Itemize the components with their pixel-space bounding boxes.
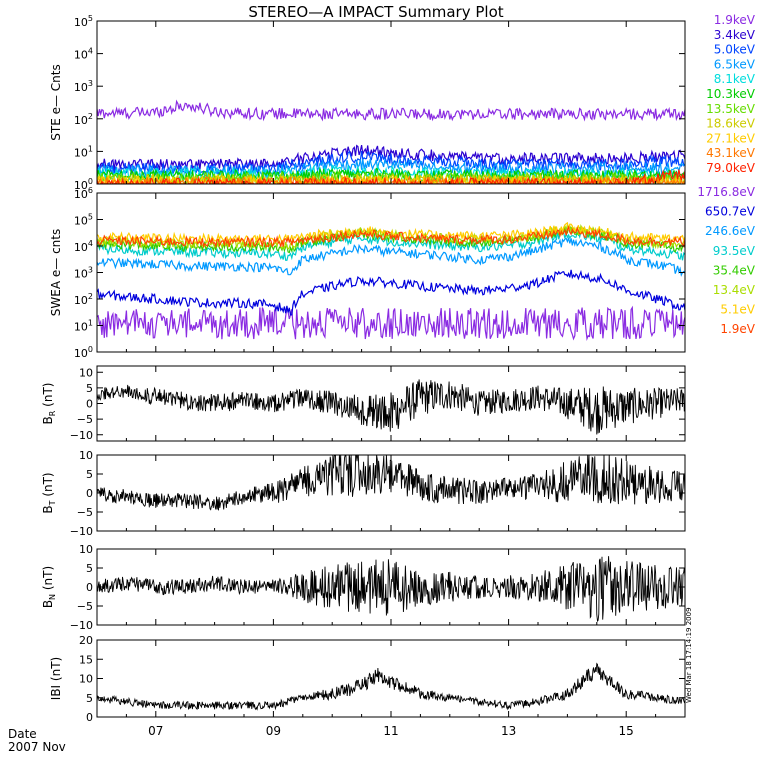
legend-650-7ev: 650.7eV: [705, 205, 756, 219]
legend-1-9ev: 1.9eV: [720, 322, 755, 336]
series-79-0kev: [97, 169, 685, 184]
date-label: Date: [8, 727, 37, 741]
panel-3: −10 −5 0 5 10 BR (nT): [41, 365, 686, 442]
legend-5-0kev: 5.0keV: [714, 43, 756, 57]
ytick-label: 105: [74, 14, 93, 29]
ytick-label: 105: [74, 213, 93, 228]
ylabel-panel-6: IBI (nT): [49, 657, 63, 700]
ytick-label: 101: [74, 144, 93, 159]
ylabel-panel-4: BT (nT): [41, 472, 57, 513]
ytick-label: −10: [70, 429, 93, 442]
legend-10-3kev: 10.3keV: [706, 87, 756, 101]
ytick-label: 10: [79, 673, 93, 686]
legend-1716-8ev: 1716.8eV: [697, 185, 755, 199]
panel-3-traces: [97, 379, 685, 435]
ytick-label: 5: [86, 382, 93, 395]
series-246-6ev: [97, 236, 685, 277]
series-1-9ev: [97, 225, 685, 249]
ytick-label: 100: [74, 177, 93, 192]
legend-13-5kev: 13.5keV: [706, 102, 756, 116]
ytick-label: 104: [74, 239, 93, 254]
panel-5-traces: [97, 556, 685, 623]
ylabel-panel-5: BN (nT): [41, 566, 57, 608]
ytick-label: 0: [86, 711, 93, 724]
panel-2-traces: [97, 221, 685, 341]
timestamp-label: Wed Mar 18 17:14:19 2009: [685, 607, 693, 703]
trace-panel-3: [97, 379, 685, 435]
legend-6-5kev: 6.5keV: [714, 57, 756, 71]
legend-43-1kev: 43.1keV: [706, 146, 756, 160]
ylabel-panel-2: SWEA e— cnts: [49, 229, 63, 316]
ytick-label: 0: [86, 581, 93, 594]
ytick-label: 5: [86, 692, 93, 705]
ytick-label: 10: [79, 449, 93, 462]
ytick-label: 10: [79, 543, 93, 556]
ytick-label: 0: [86, 398, 93, 411]
plot-title: STEREO—A IMPACT Summary Plot: [248, 3, 503, 21]
legend-8-1kev: 8.1keV: [714, 72, 756, 86]
ytick-label: 103: [74, 79, 93, 94]
legend-5-1ev: 5.1eV: [720, 303, 755, 317]
trace-panel-4: [97, 455, 685, 511]
trace-panel-6: [97, 662, 685, 711]
xtick-label: 13: [501, 724, 516, 738]
ytick-label: 5: [86, 562, 93, 575]
panel-2: 1716.8eV 650.7eV 246.6eV 93.5eV 35.4eV 13.4eV…: [49, 185, 756, 360]
ytick-label: 5: [86, 468, 93, 481]
legend-93-5ev: 93.5eV: [713, 244, 756, 258]
ytick-label: −5: [77, 413, 93, 426]
legend-3-4kev: 3.4keV: [714, 28, 756, 42]
legend-13-4ev: 13.4eV: [713, 283, 756, 297]
ytick-label: 104: [74, 47, 93, 62]
ytick-label: 20: [79, 634, 93, 647]
ytick-label: −10: [70, 525, 93, 538]
ytick-label: 106: [74, 186, 93, 201]
ytick-label: −5: [77, 506, 93, 519]
month-label: 2007 Nov: [8, 740, 66, 754]
legend-27-1kev: 27.1keV: [706, 131, 756, 145]
trace-panel-5: [97, 556, 685, 623]
ytick-label: −10: [70, 619, 93, 632]
ylabel-panel-1: STE e— Cnts: [49, 64, 63, 140]
ytick-label: 10: [79, 366, 93, 379]
ylabel-panel-3: BR (nT): [41, 383, 57, 425]
xtick-label: 11: [383, 724, 398, 738]
panel-frame-1: [96, 20, 686, 185]
legend-246-6ev: 246.6eV: [705, 224, 756, 238]
series-650-7ev: [97, 269, 685, 316]
panel-6-traces: [97, 662, 685, 711]
panel-1: 1.9keV3.4keV5.0keV6.5keV8.1keV10.3keV13.…: [49, 13, 756, 192]
legend-18-6kev: 18.6keV: [706, 117, 756, 131]
legend-35-4ev: 35.4eV: [713, 263, 756, 277]
series-1716-8ev: [97, 305, 685, 341]
legend-79-0kev: 79.0keV: [706, 161, 756, 175]
panel-frame-4: [96, 454, 686, 532]
xtick-label: 09: [266, 724, 281, 738]
legend-1-9kev: 1.9keV: [714, 13, 756, 27]
ytick-label: 101: [74, 319, 93, 334]
panel-1-traces: [97, 99, 685, 184]
ytick-label: 100: [74, 345, 93, 360]
panel-4: −10 −5 0 5 10 BT (nT): [41, 449, 686, 538]
series-1-9kev: [97, 99, 685, 122]
ytick-label: 0: [86, 487, 93, 500]
panel-5: −10 −5 0 5 10 BN (nT): [41, 543, 686, 632]
ytick-label: 102: [74, 112, 93, 127]
series-93-5ev: [97, 229, 685, 261]
ytick-label: 102: [74, 292, 93, 307]
ytick-label: 103: [74, 266, 93, 281]
ytick-label: 15: [79, 653, 93, 666]
panel-4-traces: [97, 455, 685, 511]
ytick-label: −5: [77, 600, 93, 613]
panel-6: 0 5 10 15 20 IBI (nT): [49, 634, 686, 724]
xtick-label: 07: [148, 724, 163, 738]
xtick-label: 15: [619, 724, 634, 738]
